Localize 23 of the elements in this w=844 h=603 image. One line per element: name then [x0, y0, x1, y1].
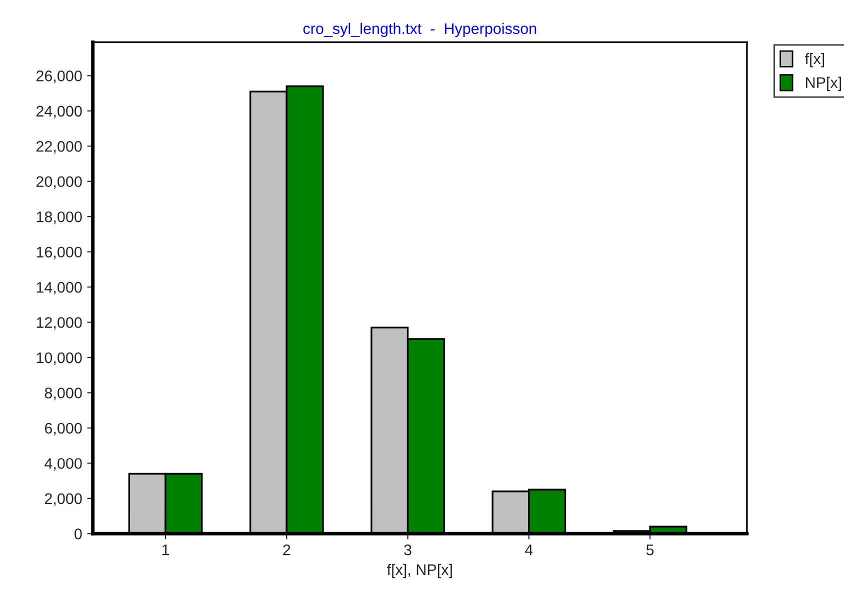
y-tick-label: 16,000	[36, 246, 82, 260]
legend-label: NP[x]	[806, 76, 842, 91]
y-tick-label: 20,000	[36, 176, 82, 189]
x-tick-label: 3	[404, 544, 412, 556]
y-tick-label: 22,000	[36, 141, 82, 154]
y-tick-label: 24,000	[36, 106, 82, 118]
y-tick-label: 26,000	[36, 70, 82, 84]
y-tick-label: 0	[74, 528, 82, 540]
legend-label: f[x]	[804, 52, 824, 68]
y-tick-label: 12,000	[36, 317, 82, 330]
x-tick-label: 2	[283, 544, 290, 556]
y-tick-label: 6,000	[44, 422, 82, 436]
y-tick-label: 4,000	[44, 458, 82, 471]
y-tick-label: 10,000	[36, 352, 82, 365]
x-tick-label: 5	[646, 544, 654, 556]
x-tick-label: 4	[525, 544, 533, 556]
y-tick-label: 18,000	[36, 211, 82, 224]
y-tick-label: 8,000	[44, 388, 82, 400]
x-tick-label: 1	[162, 544, 170, 556]
y-tick-label: 14,000	[36, 282, 82, 295]
chart-title: cro_syl_length.txt - Hyperpoisson	[303, 22, 536, 38]
y-tick-label: 2,000	[44, 493, 82, 506]
x-axis-title: f[x], NP[x]	[387, 564, 452, 578]
